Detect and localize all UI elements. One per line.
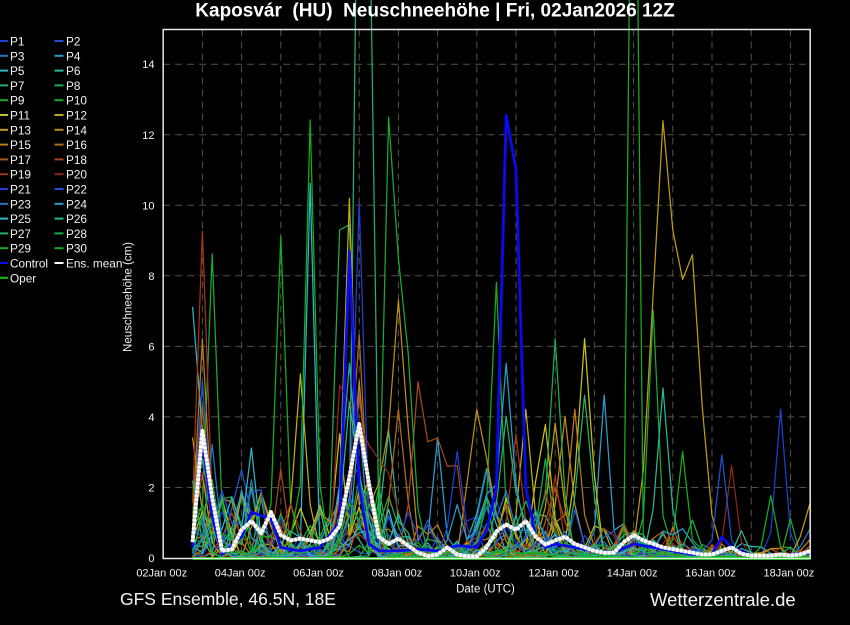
svg-text:P9: P9 bbox=[10, 94, 24, 108]
svg-text:Ens. mean: Ens. mean bbox=[66, 257, 122, 271]
svg-text:P29: P29 bbox=[10, 242, 31, 256]
svg-text:04Jan 00z: 04Jan 00z bbox=[215, 568, 266, 580]
svg-text:10Jan 00z: 10Jan 00z bbox=[450, 568, 501, 580]
svg-text:P13: P13 bbox=[10, 123, 31, 137]
svg-text:Kaposvár (HU) Neuschneehöhe: Kaposvár (HU) Neuschneehöhe | Fri, 02Jan… bbox=[195, 1, 675, 22]
svg-text:P18: P18 bbox=[66, 153, 87, 167]
svg-text:P1: P1 bbox=[10, 35, 24, 49]
svg-text:GFS Ensemble, 46.5N, 18E: GFS Ensemble, 46.5N, 18E bbox=[120, 589, 336, 609]
svg-text:P8: P8 bbox=[66, 79, 81, 93]
svg-text:P20: P20 bbox=[66, 168, 87, 182]
svg-text:P3: P3 bbox=[10, 49, 25, 63]
svg-text:P22: P22 bbox=[66, 183, 87, 197]
svg-text:2: 2 bbox=[148, 483, 154, 495]
svg-text:P21: P21 bbox=[10, 183, 31, 197]
svg-text:P24: P24 bbox=[66, 197, 87, 211]
svg-text:10: 10 bbox=[142, 200, 154, 212]
svg-text:0: 0 bbox=[148, 553, 154, 565]
svg-text:P4: P4 bbox=[66, 49, 81, 63]
svg-text:P30: P30 bbox=[66, 242, 87, 256]
svg-text:P28: P28 bbox=[66, 227, 87, 241]
svg-text:12Jan 00z: 12Jan 00z bbox=[528, 568, 579, 580]
svg-text:P23: P23 bbox=[10, 197, 31, 211]
svg-text:12: 12 bbox=[142, 130, 154, 142]
svg-text:Wetterzentrale.de: Wetterzentrale.de bbox=[650, 589, 796, 610]
svg-text:P12: P12 bbox=[66, 109, 87, 123]
svg-text:P7: P7 bbox=[10, 79, 24, 93]
svg-text:08Jan 00z: 08Jan 00z bbox=[372, 568, 423, 580]
svg-text:4: 4 bbox=[148, 412, 154, 424]
svg-text:P11: P11 bbox=[10, 109, 30, 123]
svg-text:P15: P15 bbox=[10, 138, 31, 152]
svg-text:P10: P10 bbox=[66, 94, 87, 108]
svg-text:Neuschneehöhe (cm): Neuschneehöhe (cm) bbox=[123, 242, 135, 352]
svg-text:14: 14 bbox=[142, 59, 154, 71]
svg-text:8: 8 bbox=[148, 271, 154, 283]
svg-text:06Jan 00z: 06Jan 00z bbox=[293, 568, 344, 580]
svg-text:P17: P17 bbox=[10, 153, 31, 167]
svg-text:Control: Control bbox=[10, 257, 48, 271]
svg-text:18Jan 00z: 18Jan 00z bbox=[764, 568, 815, 580]
svg-text:16Jan 00z: 16Jan 00z bbox=[685, 568, 736, 580]
svg-text:P26: P26 bbox=[66, 212, 87, 226]
svg-text:P2: P2 bbox=[66, 35, 80, 49]
svg-text:02Jan 00z: 02Jan 00z bbox=[136, 568, 187, 580]
svg-text:P5: P5 bbox=[10, 64, 25, 78]
svg-text:P6: P6 bbox=[66, 64, 81, 78]
svg-text:P27: P27 bbox=[10, 227, 31, 241]
svg-text:Date (UTC): Date (UTC) bbox=[456, 584, 515, 596]
svg-text:6: 6 bbox=[148, 341, 154, 353]
svg-text:P14: P14 bbox=[66, 123, 87, 137]
svg-text:P16: P16 bbox=[66, 138, 87, 152]
svg-text:14Jan 00z: 14Jan 00z bbox=[607, 568, 658, 580]
svg-text:P19: P19 bbox=[10, 168, 31, 182]
svg-text:Oper: Oper bbox=[10, 271, 36, 285]
svg-text:P25: P25 bbox=[10, 212, 31, 226]
